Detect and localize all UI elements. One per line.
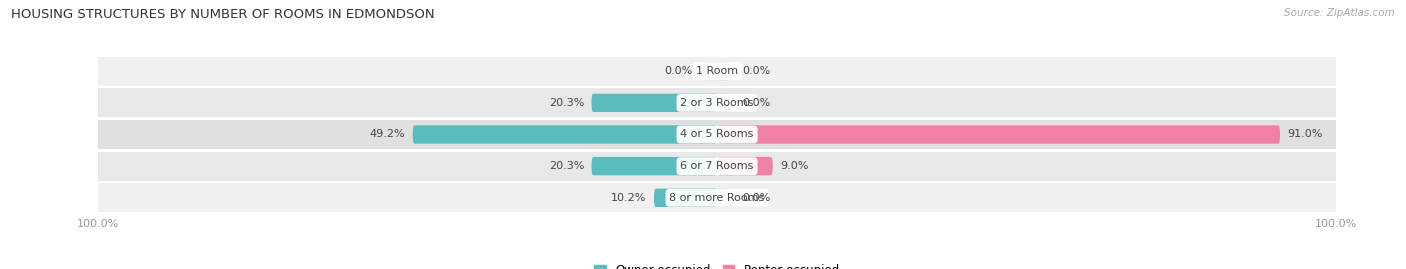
Text: 0.0%: 0.0% <box>742 193 770 203</box>
FancyBboxPatch shape <box>717 62 730 80</box>
FancyBboxPatch shape <box>717 157 773 175</box>
FancyBboxPatch shape <box>717 189 730 207</box>
Text: 20.3%: 20.3% <box>548 98 583 108</box>
Legend: Owner-occupied, Renter-occupied: Owner-occupied, Renter-occupied <box>589 260 845 269</box>
FancyBboxPatch shape <box>592 94 717 112</box>
Text: 0.0%: 0.0% <box>742 66 770 76</box>
Bar <box>98 57 1336 86</box>
Bar <box>98 152 1336 181</box>
FancyBboxPatch shape <box>413 125 717 144</box>
Text: 6 or 7 Rooms: 6 or 7 Rooms <box>681 161 754 171</box>
Text: Source: ZipAtlas.com: Source: ZipAtlas.com <box>1284 8 1395 18</box>
FancyBboxPatch shape <box>717 125 1279 144</box>
Text: 4 or 5 Rooms: 4 or 5 Rooms <box>681 129 754 140</box>
Text: HOUSING STRUCTURES BY NUMBER OF ROOMS IN EDMONDSON: HOUSING STRUCTURES BY NUMBER OF ROOMS IN… <box>11 8 434 21</box>
Bar <box>98 120 1336 149</box>
Text: 9.0%: 9.0% <box>780 161 808 171</box>
FancyBboxPatch shape <box>704 62 717 80</box>
Text: 1 Room: 1 Room <box>696 66 738 76</box>
FancyBboxPatch shape <box>717 94 730 112</box>
Text: 10.2%: 10.2% <box>612 193 647 203</box>
Bar <box>98 88 1336 117</box>
FancyBboxPatch shape <box>592 157 717 175</box>
Bar <box>98 183 1336 212</box>
FancyBboxPatch shape <box>654 189 717 207</box>
Text: 0.0%: 0.0% <box>742 98 770 108</box>
Text: 91.0%: 91.0% <box>1288 129 1323 140</box>
Text: 8 or more Rooms: 8 or more Rooms <box>669 193 765 203</box>
Text: 49.2%: 49.2% <box>370 129 405 140</box>
Text: 20.3%: 20.3% <box>548 161 583 171</box>
Text: 2 or 3 Rooms: 2 or 3 Rooms <box>681 98 754 108</box>
Text: 0.0%: 0.0% <box>664 66 692 76</box>
